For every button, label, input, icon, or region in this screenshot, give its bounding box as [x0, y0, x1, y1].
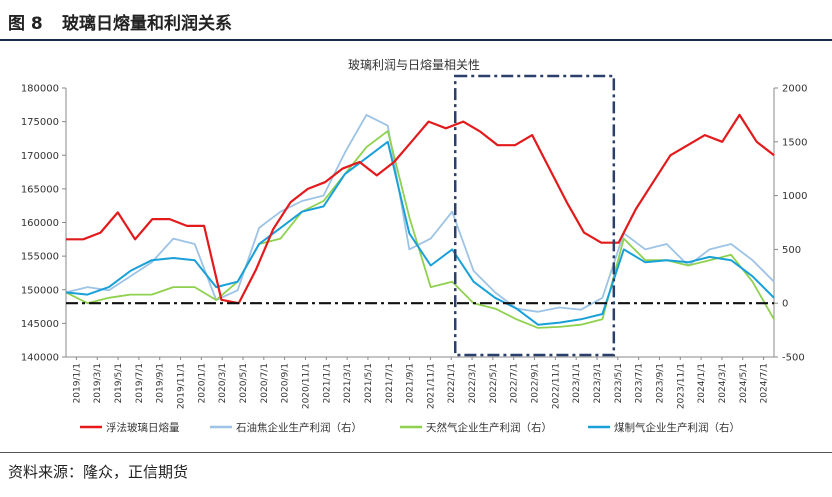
x-tick-label: 2023/5/1 [614, 363, 624, 403]
series-line-2 [65, 130, 775, 329]
x-tick-label: 2019/9/1 [156, 363, 166, 403]
legend-label: 天然气企业生产利润（右） [426, 421, 552, 434]
series-line-3 [65, 140, 775, 326]
x-tick-label: 2023/3/1 [593, 363, 603, 403]
x-tick-label: 2023/7/1 [635, 363, 645, 403]
legend-label: 煤制气企业生产利润（右） [614, 421, 740, 434]
highlight-box [453, 74, 616, 357]
figure-title: 玻璃日熔量和利润关系 [62, 14, 232, 34]
right-tick-label: 2000 [782, 84, 807, 95]
x-tick-label: 2021/5/1 [364, 363, 374, 403]
top-divider [0, 39, 832, 41]
x-tick-label: 2023/9/1 [655, 363, 665, 403]
right-tick-label: 500 [782, 245, 801, 256]
left-tick-label: 145000 [21, 319, 59, 330]
x-tick-label: 2022/3/1 [468, 363, 478, 403]
right-tick-label: 0 [782, 299, 788, 310]
series-line-0 [66, 113, 775, 305]
left-tick-label: 150000 [21, 285, 59, 296]
right-tick-label: 1500 [782, 137, 807, 148]
x-tick-label: 2019/5/1 [114, 363, 124, 403]
figure-header: 图 8 玻璃日熔量和利润关系 [0, 0, 832, 40]
x-tick-label: 2021/3/1 [343, 363, 353, 403]
x-tick-label: 2023/11/1 [676, 363, 686, 409]
source-note: 资料来源：隆众，正信期货 [8, 463, 189, 481]
x-tick-label: 2022/5/1 [489, 363, 499, 403]
x-tick-label: 2019/7/1 [135, 363, 145, 403]
x-tick-label: 2019/3/1 [93, 363, 103, 403]
left-tick-label: 175000 [21, 117, 59, 128]
profit-vs-melt-chart: 玻璃利润与日熔量相关性 140000 145000 150000 155000 1600… [21, 57, 808, 434]
x-tick-label: 2020/3/1 [218, 363, 228, 403]
annotations [66, 74, 774, 357]
legend-label: 石油焦企业生产利润（右） [236, 421, 362, 434]
x-tick-label: 2020/1/1 [197, 363, 207, 403]
x-tick-label: 2019/1/1 [72, 363, 82, 403]
x-tick-label: 2022/1/1 [447, 363, 457, 403]
x-tick-label: 2024/7/1 [760, 363, 770, 403]
right-tick-label: -500 [782, 353, 805, 364]
x-tick-label: 2021/11/1 [426, 363, 436, 409]
x-tick-label: 2020/5/1 [239, 363, 249, 403]
figure-label: 图 8 [8, 14, 43, 34]
x-tick-label: 2021/1/1 [322, 363, 332, 403]
legend: 浮法玻璃日熔量 石油焦企业生产利润（右） 天然气企业生产利润（右） 煤制气企业生产利润… [80, 421, 740, 434]
left-tick-label: 140000 [21, 353, 59, 364]
x-tick-label: 2022/11/1 [551, 363, 561, 409]
right-tick-label: 1000 [782, 191, 807, 202]
x-tick-label: 2022/9/1 [531, 363, 541, 403]
x-tick-label: 2021/7/1 [385, 363, 395, 403]
left-tick-label: 160000 [21, 218, 59, 229]
x-tick-label: 2023/1/1 [572, 363, 582, 403]
series-lines [65, 113, 775, 329]
x-tick-label: 2021/9/1 [406, 363, 416, 403]
legend-label: 浮法玻璃日熔量 [106, 421, 180, 434]
left-tick-label: 155000 [21, 252, 59, 263]
x-tick-label: 2024/1/1 [697, 363, 707, 403]
series-line-1 [65, 114, 775, 313]
bottom-divider [0, 452, 832, 453]
x-tick-label: 2024/3/1 [718, 363, 728, 403]
left-tick-label: 180000 [21, 84, 59, 95]
x-tick-label: 2022/7/1 [510, 363, 520, 403]
x-tick-label: 2019/11/1 [177, 363, 187, 409]
left-tick-label: 165000 [21, 184, 59, 195]
x-tick-label: 2020/11/1 [301, 363, 311, 409]
x-tick-label: 2020/9/1 [281, 363, 291, 403]
x-tick-label: 2020/7/1 [260, 363, 270, 403]
chart-title: 玻璃利润与日熔量相关性 [348, 57, 480, 72]
left-tick-label: 170000 [21, 151, 59, 162]
x-tick-label: 2024/5/1 [739, 363, 749, 403]
axes: 140000 145000 150000 155000 160000 165000 1700… [21, 84, 808, 410]
